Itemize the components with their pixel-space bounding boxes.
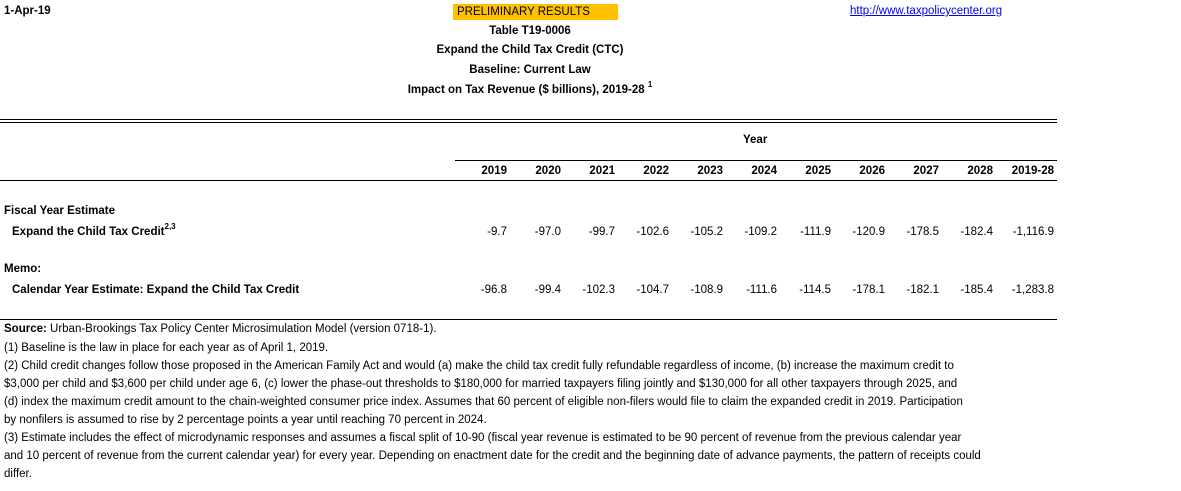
table-cell: -102.3 bbox=[582, 284, 615, 296]
table-cell: -105.2 bbox=[690, 226, 723, 238]
table-cell: -99.4 bbox=[534, 284, 561, 296]
footnote-line: and 10 percent of revenue from the curre… bbox=[4, 450, 981, 462]
fiscal-row-label: Expand the Child Tax Credit2,3 bbox=[12, 223, 176, 239]
column-header: 2025 bbox=[805, 165, 831, 177]
table-cell: -120.9 bbox=[852, 226, 885, 238]
table-cell: -114.5 bbox=[799, 284, 831, 296]
impact-title-text: Impact on Tax Revenue ($ billions), 2019… bbox=[407, 84, 645, 96]
table-cell: -99.7 bbox=[588, 226, 615, 238]
table-cell: -111.9 bbox=[800, 226, 831, 238]
footnote-line: (3) Estimate includes the effect of micr… bbox=[4, 432, 962, 444]
top-rule bbox=[0, 119, 1057, 120]
column-header: 2022 bbox=[643, 165, 669, 177]
source-text: Urban-Brookings Tax Policy Center Micros… bbox=[46, 323, 437, 335]
column-header: 2026 bbox=[859, 165, 885, 177]
table-title: Expand the Child Tax Credit (CTC) bbox=[436, 44, 624, 56]
footnote-line: (d) index the maximum credit amount to t… bbox=[4, 396, 963, 408]
table-cell: -182.1 bbox=[906, 284, 939, 296]
memo-row-label: Calendar Year Estimate: Expand the Child… bbox=[12, 284, 300, 296]
table-cell: -96.8 bbox=[480, 284, 507, 296]
column-header: 2023 bbox=[697, 165, 723, 177]
footnote-line: $3,000 per child and $3,600 per child un… bbox=[4, 378, 958, 390]
table-cell: -1,116.9 bbox=[1012, 226, 1054, 238]
bottom-rule bbox=[0, 319, 1057, 320]
footnote-line: (2) Child credit changes follow those pr… bbox=[4, 360, 954, 372]
impact-title: Impact on Tax Revenue ($ billions), 2019… bbox=[330, 81, 730, 97]
header-rule bbox=[0, 180, 1057, 181]
column-header: 2028 bbox=[967, 165, 993, 177]
table-number: Table T19-0006 bbox=[489, 25, 571, 37]
column-header: 2019 bbox=[481, 165, 507, 177]
preliminary-badge: PRELIMINARY RESULTS bbox=[453, 4, 618, 20]
table-cell: -102.6 bbox=[636, 226, 669, 238]
fiscal-heading: Fiscal Year Estimate bbox=[4, 205, 116, 217]
year-header: Year bbox=[743, 134, 768, 146]
table-cell: -1,283.8 bbox=[1011, 284, 1054, 296]
table-cell: -182.4 bbox=[960, 226, 993, 238]
source-label: Source: bbox=[4, 323, 47, 335]
table-cell: -178.5 bbox=[906, 226, 939, 238]
source-note: Source: Urban-Brookings Tax Policy Cente… bbox=[4, 323, 437, 335]
table-cell: -9.7 bbox=[487, 226, 507, 238]
tpc-link[interactable]: http://www.taxpolicycenter.org bbox=[850, 5, 1003, 17]
column-header: 2019-28 bbox=[1011, 165, 1054, 177]
table-cell: -109.2 bbox=[744, 226, 777, 238]
table-cell: -108.9 bbox=[690, 284, 723, 296]
baseline-title: Baseline: Current Law bbox=[469, 64, 591, 76]
table-cell: -178.1 bbox=[852, 284, 885, 296]
fiscal-row-label-text: Expand the Child Tax Credit bbox=[12, 226, 165, 238]
table-cell: -111.6 bbox=[746, 284, 777, 296]
year-rule bbox=[455, 160, 1057, 161]
report-date: 1-Apr-19 bbox=[4, 5, 51, 17]
footnote-line: (1) Baseline is the law in place for eac… bbox=[4, 342, 329, 354]
table-cell: -97.0 bbox=[534, 226, 561, 238]
footnote-ref: 1 bbox=[647, 80, 653, 89]
table-cell: -104.7 bbox=[636, 284, 669, 296]
column-header: 2024 bbox=[751, 165, 777, 177]
footnote-ref: 2,3 bbox=[164, 222, 176, 231]
top-rule-2 bbox=[0, 122, 1057, 123]
memo-heading: Memo: bbox=[4, 263, 42, 275]
column-header: 2021 bbox=[589, 165, 615, 177]
footnote-line: by nonfilers is assumed to rise by 2 per… bbox=[4, 414, 487, 426]
table-cell: -185.4 bbox=[960, 284, 993, 296]
column-header: 2027 bbox=[913, 165, 939, 177]
column-header: 2020 bbox=[535, 165, 561, 177]
footnote-line: differ. bbox=[4, 468, 32, 480]
